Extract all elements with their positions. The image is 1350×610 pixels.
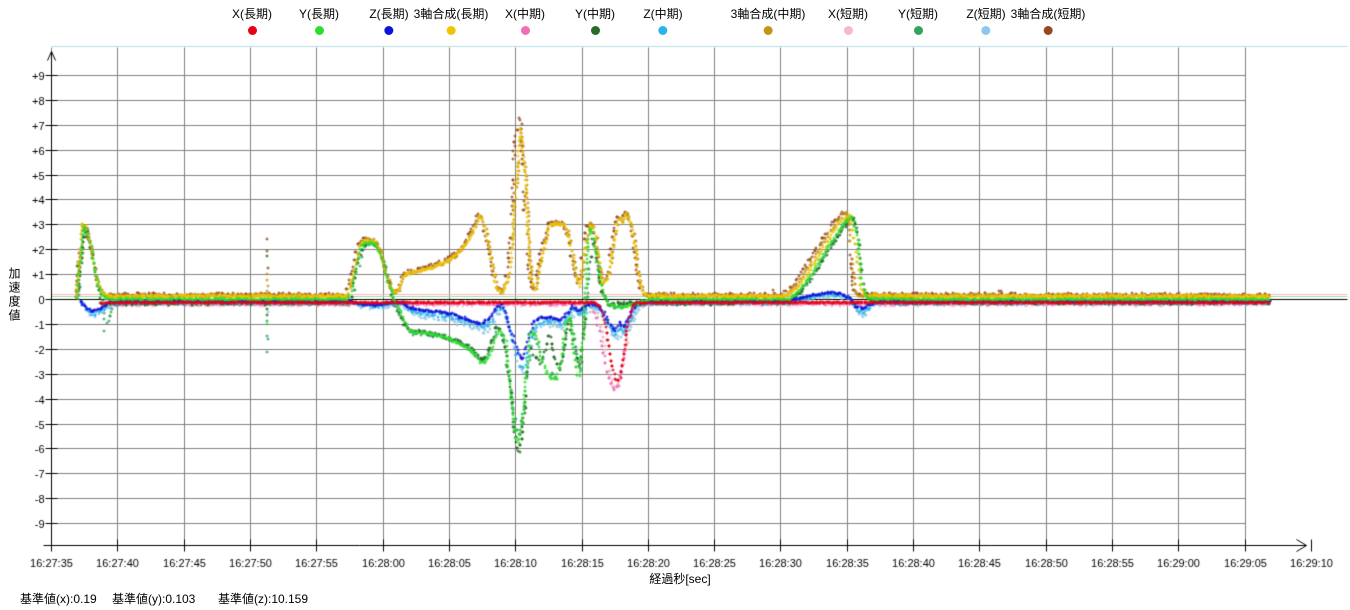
baseline-z-value: 基準値(z):10.159 <box>218 592 309 606</box>
baseline-y-value: 基準値(y):0.103 <box>112 592 196 606</box>
status-bar: 基準値(x):0.19 基準値(y):0.103 基準値(z):10.159 <box>0 588 1350 610</box>
baseline-x-value: 基準値(x):0.19 <box>20 592 97 606</box>
y-axis-title: 加速度値 <box>7 267 21 323</box>
x-axis-title: 経過秒[sec] <box>649 572 711 586</box>
